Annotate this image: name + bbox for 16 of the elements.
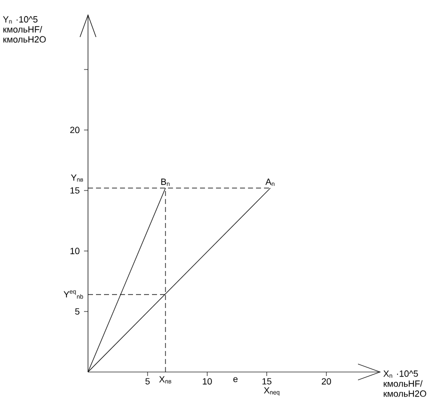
annotation: Y$_{nв}$ xyxy=(70,174,84,182)
x-tick-label: 5 xyxy=(145,378,150,384)
annotation: B$_{n}$ xyxy=(161,178,170,186)
annotation: A$_{n}$ xyxy=(265,178,274,186)
y-tick-label: 5 xyxy=(75,308,80,315)
text: X$_{neq}$ xyxy=(264,387,280,396)
y-axis-title: Y$_{n}$ ·10^5 кмольHF/ кмольH2O xyxy=(3,16,46,43)
x-axis-title: X$_{n}$ ·10^5 кмольHF/ кмольH2O xyxy=(383,370,426,397)
x-tick-label: 15 xyxy=(262,378,272,384)
text: e xyxy=(233,377,238,382)
x-tick-label: 10 xyxy=(202,378,212,385)
y-tick-label: 15 xyxy=(70,187,80,194)
annotation: X$_{nв}$ xyxy=(159,376,172,384)
x-tick-label: 20 xyxy=(322,378,332,385)
y-tick-label: 20 xyxy=(70,126,80,134)
y-tick-label: 10 xyxy=(70,248,80,254)
